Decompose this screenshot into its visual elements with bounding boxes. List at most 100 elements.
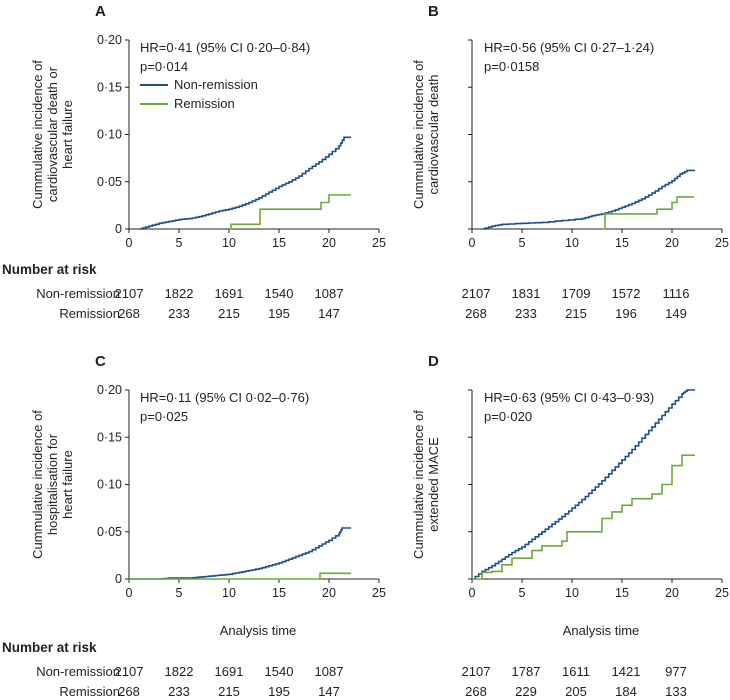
y-axis-label: cardiovascular death or xyxy=(45,66,60,202)
risk-value: 1116 xyxy=(663,286,690,301)
risk-value: 195 xyxy=(268,684,290,699)
risk-row-label: Non-remission xyxy=(36,286,120,301)
x-tick-label: 20 xyxy=(322,586,336,600)
risk-value: 233 xyxy=(515,306,537,321)
y-axis-label: heart failure xyxy=(60,100,75,169)
y-tick-label: 0·15 xyxy=(97,430,122,444)
legend-label-non-remission: Non-remission xyxy=(174,77,258,92)
risk-value: 147 xyxy=(318,306,340,321)
y-axis-label: Cummulative incidence of xyxy=(30,60,45,209)
x-tick-label: 20 xyxy=(322,236,336,250)
panel-a: A 0 0·05 0·10 0·15 0·20 0 5 10 15 20 25 Cummulative … xyxy=(30,3,386,321)
hr-annotation: HR=0·11 (95% CI 0·02–0·76) xyxy=(140,390,309,405)
x-axis-title: Analysis time xyxy=(563,623,640,638)
risk-value: 1691 xyxy=(215,286,244,301)
risk-row-label: Remission xyxy=(59,306,120,321)
curve-remission xyxy=(229,194,351,230)
y-axis-label: extended MACE xyxy=(426,437,441,532)
risk-value: 215 xyxy=(218,684,240,699)
x-tick-label: 25 xyxy=(372,236,386,250)
panel-letter: B xyxy=(428,3,439,20)
risk-value: 1691 xyxy=(215,664,244,679)
risk-value: 195 xyxy=(268,306,290,321)
hr-annotation: p=0·025 xyxy=(140,409,188,424)
y-tick-label: 0·20 xyxy=(97,33,122,47)
x-tick-label: 10 xyxy=(222,236,236,250)
y-tick-label: 0 xyxy=(115,222,122,236)
curve-remission xyxy=(129,572,351,580)
risk-row-label: Non-remission xyxy=(36,664,120,679)
hr-annotation: HR=0·41 (95% CI 0·20–0·84) xyxy=(140,40,310,55)
curve-non-remission xyxy=(139,136,351,230)
x-tick-label: 0 xyxy=(469,586,476,600)
risk-value: 133 xyxy=(665,684,687,699)
panel-c: C 0 0·05 0·10 0·15 0·20 0 5 10 15 20 25 Cummulative … xyxy=(30,353,386,699)
x-axis-title: Analysis time xyxy=(220,623,297,638)
hr-annotation: HR=0·63 (95% CI 0·43–0·93) xyxy=(484,390,654,405)
risk-value: 215 xyxy=(218,306,240,321)
x-tick-label: 0 xyxy=(469,236,476,250)
risk-table-title: Number at risk xyxy=(2,262,97,277)
risk-value: 1087 xyxy=(315,664,344,679)
y-tick-label: 0·10 xyxy=(97,128,122,142)
legend-label-remission: Remission xyxy=(174,96,235,111)
y-tick-label: 0·10 xyxy=(97,478,122,492)
y-axis-label: cardiovascular death xyxy=(426,75,441,195)
curve-remission xyxy=(472,454,695,580)
risk-row-label: Remission xyxy=(59,684,120,699)
x-tick-label: 15 xyxy=(272,586,286,600)
risk-value: 215 xyxy=(565,306,587,321)
panel-letter: D xyxy=(428,353,439,370)
y-axis-label: Cummulative incidence of xyxy=(411,60,426,209)
x-tick-label: 0 xyxy=(126,236,133,250)
risk-value: 2107 xyxy=(462,286,491,301)
x-tick-label: 25 xyxy=(715,586,729,600)
risk-value: 1611 xyxy=(562,664,590,679)
risk-value: 196 xyxy=(615,306,637,321)
x-tick-label: 0 xyxy=(126,586,133,600)
risk-value: 1787 xyxy=(512,664,541,679)
risk-value: 2107 xyxy=(115,286,144,301)
risk-value: 2107 xyxy=(115,664,144,679)
y-tick-label: 0·05 xyxy=(97,525,122,539)
curve-remission xyxy=(602,196,694,230)
x-tick-label: 25 xyxy=(715,236,729,250)
x-tick-label: 25 xyxy=(372,586,386,600)
y-axis-label: Cummulative incidence of xyxy=(30,410,45,559)
x-tick-label: 15 xyxy=(615,586,629,600)
curve-non-remission xyxy=(472,389,695,580)
x-tick-label: 20 xyxy=(665,586,679,600)
risk-value: 1572 xyxy=(612,286,641,301)
panel-letter: A xyxy=(95,3,106,20)
risk-value: 233 xyxy=(168,684,190,699)
risk-value: 233 xyxy=(168,306,190,321)
risk-value: 149 xyxy=(665,306,687,321)
x-tick-label: 10 xyxy=(222,586,236,600)
x-tick-label: 20 xyxy=(665,236,679,250)
risk-value: 268 xyxy=(118,684,140,699)
y-tick-label: 0·05 xyxy=(97,175,122,189)
risk-value: 184 xyxy=(615,684,637,699)
y-axis-label: hospitalisation for xyxy=(45,433,60,535)
hr-annotation: HR=0·56 (95% CI 0·27–1·24) xyxy=(484,40,654,55)
panel-b: B 0 5 10 15 20 25 Cummulative incidence of cardi… xyxy=(411,3,729,321)
risk-value: 147 xyxy=(318,684,340,699)
x-tick-label: 5 xyxy=(176,236,183,250)
panel-d: D 0 5 10 15 20 25 Cummulative incidence of exten… xyxy=(411,353,729,699)
x-tick-label: 15 xyxy=(272,236,286,250)
risk-value: 1421 xyxy=(612,664,641,679)
risk-value: 1540 xyxy=(265,286,294,301)
y-tick-label: 0 xyxy=(115,572,122,586)
risk-table-title: Number at risk xyxy=(2,640,97,655)
risk-value: 268 xyxy=(465,306,487,321)
x-tick-label: 15 xyxy=(615,236,629,250)
risk-value: 1709 xyxy=(562,286,591,301)
x-tick-label: 5 xyxy=(519,586,526,600)
hr-annotation: p=0·0158 xyxy=(484,59,539,74)
y-axis-label: heart failure xyxy=(60,450,75,519)
risk-value: 268 xyxy=(118,306,140,321)
risk-value: 1822 xyxy=(165,286,194,301)
x-tick-label: 10 xyxy=(565,236,579,250)
y-tick-label: 0·20 xyxy=(97,383,122,397)
